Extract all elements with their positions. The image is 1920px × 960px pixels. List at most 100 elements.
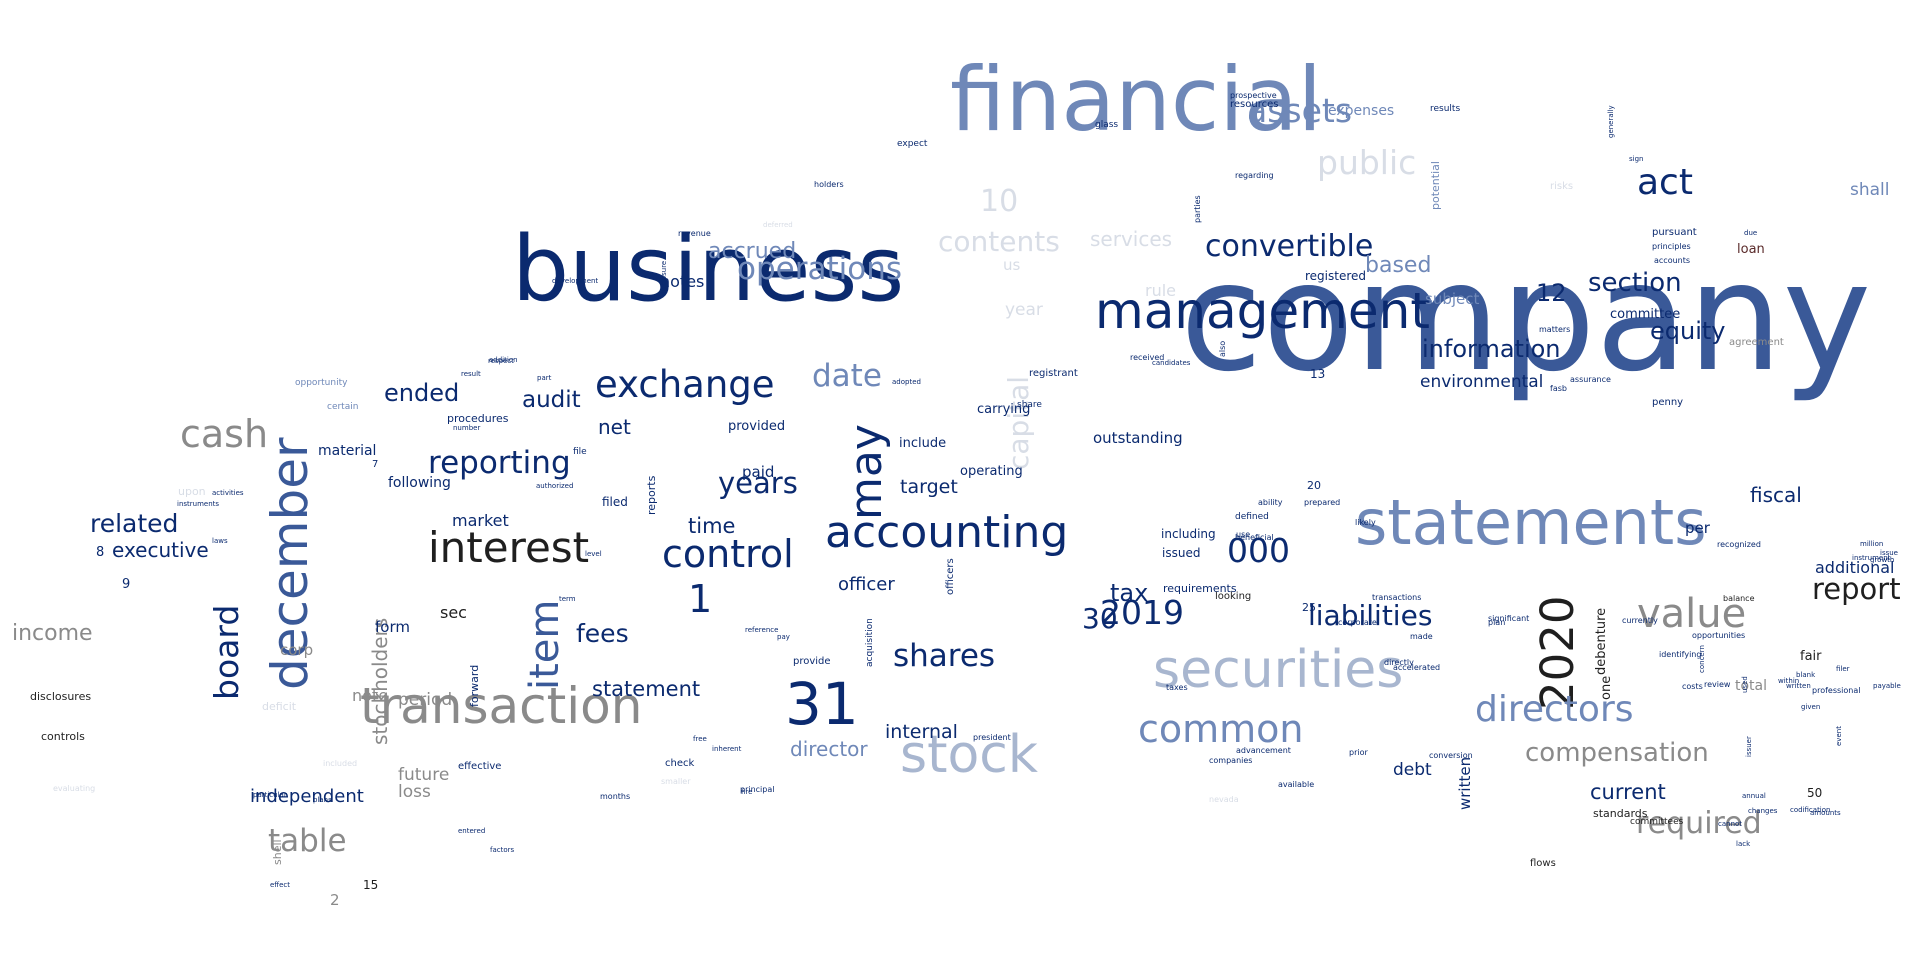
cloud-word: significant <box>1488 614 1530 623</box>
cloud-word: payable <box>1873 682 1901 690</box>
cloud-word: operations <box>737 251 902 287</box>
cloud-word: pursuant <box>1652 227 1697 238</box>
cloud-word: directly <box>1384 658 1414 667</box>
cloud-word: shall <box>1850 180 1890 200</box>
cloud-word: subject <box>1425 290 1480 308</box>
cloud-word: outstanding <box>1093 429 1183 447</box>
cloud-word: one <box>1599 675 1614 700</box>
cloud-word: potential <box>1429 161 1442 210</box>
cloud-word: equity <box>1650 317 1726 345</box>
cloud-word: value <box>1637 591 1747 637</box>
cloud-word: part <box>537 374 552 382</box>
cloud-word: codification <box>1790 806 1831 814</box>
cloud-word: blank <box>1796 671 1816 679</box>
cloud-word: operating <box>960 464 1023 479</box>
cloud-word: upon <box>178 485 206 498</box>
cloud-word: us <box>1003 256 1021 274</box>
cloud-word: procedures <box>447 412 509 425</box>
cloud-word: evaluating <box>53 784 96 793</box>
cloud-word: share <box>1017 400 1042 410</box>
cloud-word: provided <box>728 419 786 434</box>
cloud-word: committees <box>1630 817 1684 827</box>
cloud-word: development <box>552 277 599 285</box>
cloud-word: act <box>1637 162 1693 203</box>
cloud-word: free <box>693 735 707 743</box>
cloud-word: executive <box>112 538 209 562</box>
cloud-word: 31 <box>785 670 859 738</box>
cloud-word: period <box>398 690 453 710</box>
cloud-word: candidates <box>1152 359 1191 367</box>
cloud-word: authorized <box>536 482 574 490</box>
cloud-word: concern <box>1698 645 1706 673</box>
cloud-word: 8 <box>96 545 105 560</box>
cloud-word: issuer <box>1745 736 1753 757</box>
cloud-word: laws <box>212 537 228 545</box>
cloud-word: 2 <box>330 891 340 909</box>
cloud-word: given <box>1801 703 1821 711</box>
cloud-word: effective <box>458 761 502 772</box>
cloud-word: liabilities <box>1308 599 1433 632</box>
cloud-word: target <box>900 476 958 498</box>
cloud-word: independent <box>250 786 364 807</box>
cloud-word: 10 <box>980 184 1019 219</box>
cloud-word: 50 <box>1807 786 1823 800</box>
cloud-word: instrument <box>1852 554 1891 562</box>
cloud-word: business <box>512 217 905 322</box>
cloud-word: 30 <box>1082 602 1118 635</box>
cloud-word: regarding <box>1235 171 1274 180</box>
cloud-word: opportunities <box>1692 631 1746 640</box>
cloud-word: exchange <box>595 363 775 406</box>
cloud-word: officers <box>945 558 956 595</box>
cloud-word: services <box>1090 227 1173 251</box>
cloud-word: cash <box>180 412 269 456</box>
cloud-word: written <box>1786 682 1811 690</box>
cloud-word: activities <box>212 489 244 497</box>
cloud-word: 9 <box>122 577 131 592</box>
cloud-word: financial <box>950 48 1323 151</box>
cloud-word: per <box>1685 519 1710 537</box>
cloud-word: following <box>388 475 451 491</box>
cloud-word: registered <box>1305 269 1367 283</box>
cloud-word: likely <box>1355 518 1376 527</box>
cloud-word: event <box>1835 726 1843 746</box>
cloud-word: section <box>1588 268 1682 298</box>
cloud-word: expect <box>897 139 928 149</box>
cloud-word: stock <box>900 725 1038 785</box>
cloud-word: 000 <box>1227 531 1290 570</box>
cloud-word: fasb <box>1550 384 1567 393</box>
cloud-word: income <box>12 621 93 646</box>
cloud-word: agreement <box>1729 337 1784 348</box>
cloud-word: fair <box>1800 649 1822 664</box>
cloud-word: reports <box>645 475 658 515</box>
cloud-word: plans <box>313 796 332 804</box>
cloud-word: penny <box>1652 397 1684 408</box>
cloud-word: professional <box>1812 686 1861 695</box>
cloud-word: date <box>812 358 882 394</box>
cloud-word: controls <box>41 730 85 743</box>
cloud-word: sec <box>440 603 467 622</box>
cloud-word: prospective <box>1230 91 1277 100</box>
cloud-word: rule <box>1145 281 1177 300</box>
cloud-word: interest <box>428 523 590 572</box>
cloud-word: principal <box>740 785 775 794</box>
cloud-word: 13 <box>1310 367 1326 381</box>
cloud-word: current <box>1590 780 1666 804</box>
cloud-word: included <box>323 759 358 768</box>
cloud-word: material <box>318 443 377 459</box>
cloud-word: deferred <box>763 221 793 229</box>
cloud-word: identifying <box>1659 650 1702 659</box>
cloud-word: plan <box>1488 618 1506 627</box>
cloud-word: requirements <box>1163 582 1237 595</box>
cloud-word: risks <box>1550 181 1574 192</box>
cloud-word: assurance <box>1570 375 1611 384</box>
cloud-word: 12 <box>1536 279 1567 307</box>
cloud-word: company <box>1180 231 1872 405</box>
cloud-word: corporate <box>1338 618 1377 627</box>
cloud-word: convertible <box>1205 229 1374 264</box>
cloud-word: statements <box>1355 486 1707 559</box>
cloud-word: accelerated <box>1393 663 1441 672</box>
cloud-word: entered <box>458 827 486 835</box>
cloud-word: pay <box>777 633 790 641</box>
cloud-word: taxes <box>1166 683 1188 692</box>
cloud-word: years <box>718 466 798 500</box>
